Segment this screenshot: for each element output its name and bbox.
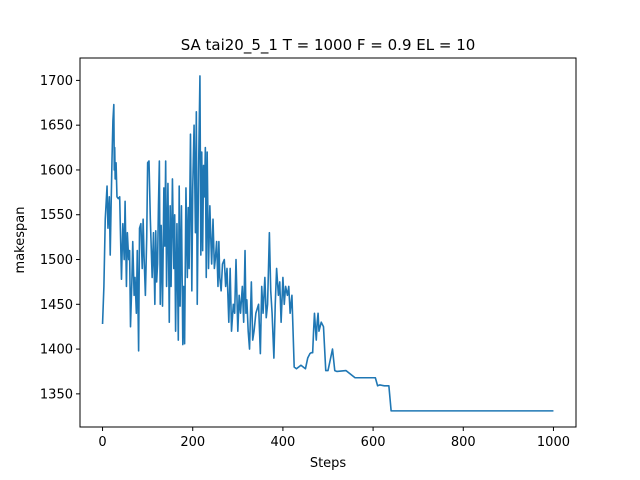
y-tick-label: 1500: [40, 253, 73, 268]
y-axis: 1350 1400 1450 1500 1550 1600 1650 1700: [40, 74, 80, 402]
series-line-makespan: [101, 75, 554, 412]
plot-area: [79, 57, 577, 428]
x-axis: 0 200 400 600 800 1000: [98, 427, 570, 450]
x-tick-label: 200: [180, 435, 205, 450]
x-tick-label: 600: [361, 435, 386, 450]
y-tick-label: 1350: [40, 387, 73, 402]
x-tick-label: 0: [98, 435, 106, 450]
x-tick-label: 400: [270, 435, 295, 450]
x-tick-label: 1000: [537, 435, 570, 450]
x-axis-label: Steps: [310, 456, 347, 471]
y-tick-label: 1450: [40, 298, 73, 313]
y-tick-label: 1400: [40, 343, 73, 358]
y-axis-label: makespan: [13, 207, 28, 274]
y-tick-label: 1600: [40, 163, 73, 178]
axes-frame: [79, 57, 577, 428]
y-tick-label: 1650: [40, 119, 73, 134]
y-tick-label: 1550: [40, 208, 73, 223]
x-tick-label: 800: [451, 435, 476, 450]
y-tick-label: 1700: [40, 74, 73, 89]
chart-title: SA tai20_5_1 T = 1000 F = 0.9 EL = 10: [181, 36, 476, 55]
